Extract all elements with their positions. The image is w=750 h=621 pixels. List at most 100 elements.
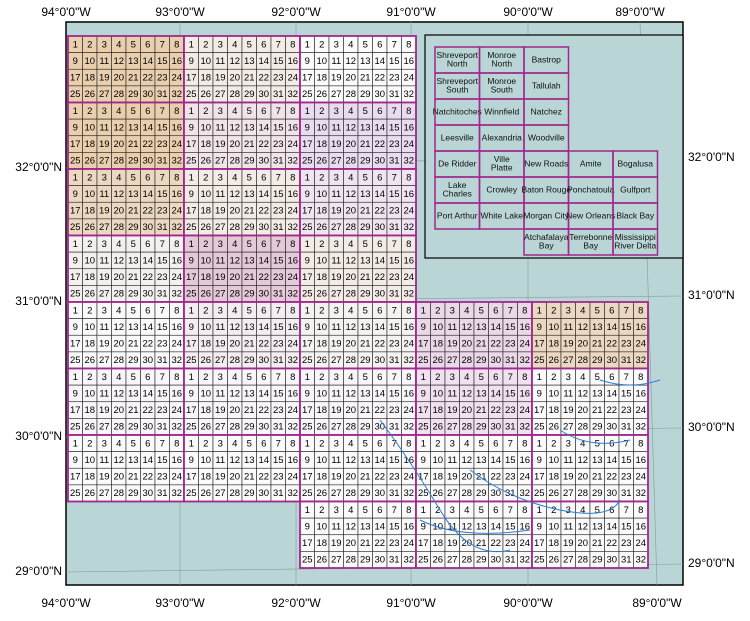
cell-number: 32 [635, 422, 646, 433]
cell-number: 4 [580, 505, 585, 516]
cell-number: 1 [305, 372, 310, 383]
cell-number: 7 [392, 172, 397, 183]
cell-number: 3 [218, 438, 223, 449]
cell-number: 20 [577, 405, 588, 416]
cell-number: 25 [186, 222, 197, 233]
cell-number: 14 [258, 455, 269, 466]
cell-number: 32 [287, 488, 298, 499]
cell-number: 28 [577, 488, 588, 499]
cell-number: 22 [374, 405, 385, 416]
quadrangle-name: Ville Platte [491, 154, 513, 173]
cell-number: 31 [157, 422, 168, 433]
cell-number: 25 [186, 89, 197, 100]
cell-number: 18 [548, 472, 559, 483]
cell-number: 26 [200, 156, 211, 167]
cell-number: 19 [447, 538, 458, 549]
cell-number: 31 [273, 289, 284, 300]
cell-number: 3 [102, 39, 107, 50]
lon-label: 91°0'0"W [386, 5, 436, 19]
cell-number: 27 [99, 355, 110, 366]
cell-number: 32 [519, 422, 530, 433]
cell-number: 7 [392, 438, 397, 449]
cell-number: 14 [374, 189, 385, 200]
cell-number: 27 [447, 555, 458, 566]
cell-number: 12 [113, 388, 124, 399]
cell-number: 1 [421, 372, 426, 383]
cell-number: 30 [606, 555, 617, 566]
cell-number: 5 [479, 438, 484, 449]
cell-number: 23 [273, 472, 284, 483]
cell-number: 16 [287, 455, 298, 466]
cell-number: 31 [389, 488, 400, 499]
cell-number: 7 [160, 106, 165, 117]
cell-number: 15 [389, 521, 400, 532]
cell-number: 6 [261, 305, 266, 316]
cell-number: 19 [215, 139, 226, 150]
cell-number: 10 [548, 455, 559, 466]
cell-number: 5 [131, 172, 136, 183]
cell-number: 29 [592, 555, 603, 566]
cell-number: 26 [316, 289, 327, 300]
cell-number: 22 [258, 272, 269, 283]
cell-number: 13 [128, 455, 139, 466]
cell-number: 30 [258, 289, 269, 300]
cell-number: 7 [508, 505, 513, 516]
cell-number: 19 [99, 206, 110, 217]
cell-number: 27 [331, 289, 342, 300]
cell-number: 4 [232, 239, 237, 250]
cell-number: 26 [316, 156, 327, 167]
cell-number: 10 [200, 455, 211, 466]
cell-number: 18 [84, 272, 95, 283]
cell-number: 14 [142, 122, 153, 133]
cell-number: 20 [113, 73, 124, 84]
cell-number: 25 [302, 89, 313, 100]
cell-number: 7 [160, 239, 165, 250]
cell-number: 3 [218, 305, 223, 316]
cell-number: 26 [84, 222, 95, 233]
cell-number: 16 [171, 322, 182, 333]
cell-number: 6 [493, 305, 498, 316]
cell-number: 10 [316, 521, 327, 532]
cell-number: 7 [276, 305, 281, 316]
cell-number: 27 [215, 222, 226, 233]
cell-number: 22 [142, 206, 153, 217]
cell-number: 32 [403, 355, 414, 366]
cell-number: 15 [389, 322, 400, 333]
cell-number: 10 [548, 521, 559, 532]
cell-number: 2 [435, 305, 440, 316]
cell-number: 21 [244, 405, 255, 416]
cell-number: 22 [606, 405, 617, 416]
cell-number: 27 [331, 355, 342, 366]
cell-number: 11 [563, 322, 573, 333]
cell-number: 27 [215, 89, 226, 100]
cell-number: 14 [142, 189, 153, 200]
cell-number: 15 [389, 388, 400, 399]
cell-number: 3 [334, 372, 339, 383]
cell-number: 32 [403, 156, 414, 167]
cell-number: 28 [345, 89, 356, 100]
quadrangle-name: Monroe North [487, 50, 516, 69]
cell-number: 17 [186, 472, 197, 483]
cell-number: 20 [229, 472, 240, 483]
cell-number: 11 [99, 56, 109, 67]
cell-number: 5 [247, 438, 252, 449]
cell-number: 14 [374, 322, 385, 333]
cell-number: 28 [345, 222, 356, 233]
cell-number: 9 [421, 322, 426, 333]
cell-number: 27 [99, 156, 110, 167]
cell-number: 8 [638, 372, 643, 383]
cell-number: 23 [389, 339, 400, 350]
cell-number: 30 [142, 422, 153, 433]
cell-number: 13 [360, 455, 371, 466]
cell-number: 17 [70, 206, 81, 217]
cell-number: 5 [479, 372, 484, 383]
cell-number: 32 [171, 422, 182, 433]
cell-number: 5 [247, 172, 252, 183]
cell-number: 15 [621, 455, 632, 466]
cell-number: 10 [432, 388, 443, 399]
cell-number: 13 [592, 521, 603, 532]
cell-number: 8 [290, 172, 295, 183]
